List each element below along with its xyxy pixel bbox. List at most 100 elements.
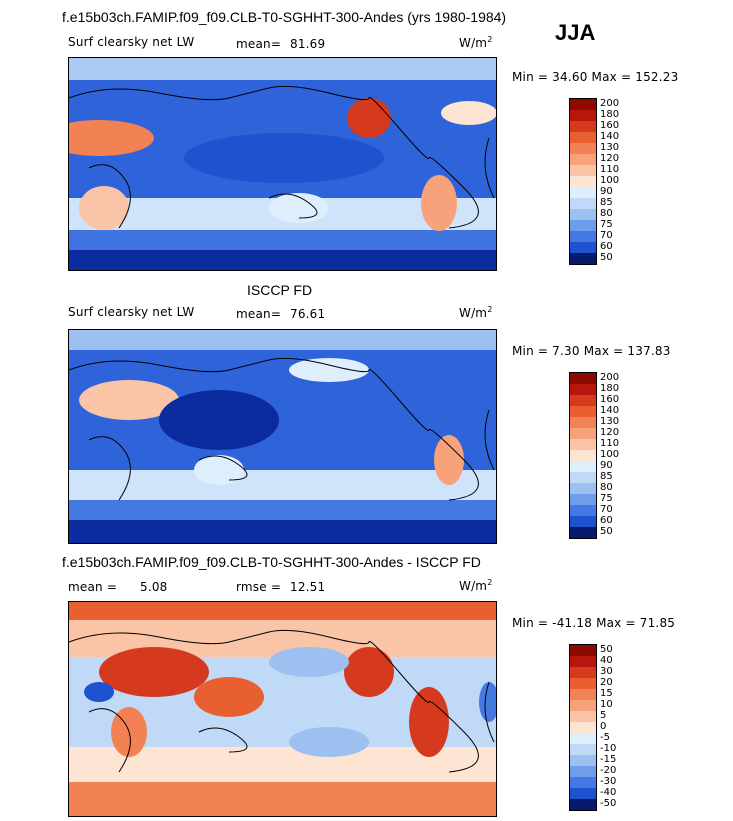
panel1-map: [68, 57, 497, 271]
panel2-colorbar-swatch: [570, 461, 596, 472]
panel1-colorbar-swatch: [570, 121, 596, 132]
panel1-tick: 130: [600, 142, 620, 153]
panel2-colorbar-swatch: [570, 428, 596, 439]
panel3-colorbar-swatch: [570, 788, 596, 799]
panel2-colorbar-swatch: [570, 472, 596, 483]
panel1-tick: 85: [600, 197, 613, 208]
panel3-tick: -30: [600, 776, 617, 787]
panel2-tick: 120: [600, 427, 620, 438]
panel1-mean-label: mean=: [236, 37, 282, 51]
panel2-colorbar-swatch: [570, 483, 596, 494]
panel3-colorbar: [569, 644, 597, 811]
panel1-colorbar-swatch: [570, 110, 596, 121]
panel1-colorbar-swatch: [570, 242, 596, 253]
panel3-colorbar-swatch: [570, 689, 596, 700]
panel2-tick: 75: [600, 493, 613, 504]
panel2-colorbar-swatch: [570, 417, 596, 428]
panel1-tick: 90: [600, 186, 613, 197]
panel3-tick: 20: [600, 677, 613, 688]
panel3-rmse-value: 12.51: [290, 580, 326, 594]
panel1-mean-value: 81.69: [290, 37, 326, 51]
panel1-tick: 180: [600, 109, 620, 120]
panel2-tick: 180: [600, 383, 620, 394]
panel3-tick: -15: [600, 754, 617, 765]
panel3-tick: 0: [600, 721, 607, 732]
panel1-tick: 110: [600, 164, 620, 175]
panel1-tick: 60: [600, 241, 613, 252]
panel2-title: ISCCP FD: [247, 282, 313, 298]
panel3-map: [68, 601, 497, 817]
panel3-map-image: [69, 602, 496, 816]
panel2-map-image: [69, 330, 496, 543]
panel2-tick: 140: [600, 405, 620, 416]
panel2-colorbar-swatch: [570, 527, 596, 538]
panel3-colorbar-swatch: [570, 667, 596, 678]
panel3-colorbar-swatch: [570, 766, 596, 777]
panel3-colorbar-swatch: [570, 700, 596, 711]
panel3-tick: 50: [600, 644, 613, 655]
panel3-colorbar-swatch: [570, 711, 596, 722]
panel1-tick: 100: [600, 175, 620, 186]
panel2-tick: 80: [600, 482, 613, 493]
panel1-map-image: [69, 58, 496, 270]
panel3-title: f.e15b03ch.FAMIP.f09_f09.CLB-T0-SGHHT-30…: [62, 554, 481, 570]
panel2-tick: 160: [600, 394, 620, 405]
panel1-colorbar-swatch: [570, 187, 596, 198]
panel1-colorbar-swatch: [570, 176, 596, 187]
panel2-colorbar-swatch: [570, 494, 596, 505]
panel2-colorbar-swatch: [570, 516, 596, 527]
panel2-colorbar-swatch: [570, 373, 596, 384]
panel2-colorbar-swatch: [570, 384, 596, 395]
panel2-minmax: Min = 7.30 Max = 137.83: [512, 344, 671, 358]
panel1-units: W/m2: [459, 35, 493, 50]
panel3-colorbar-swatch: [570, 656, 596, 667]
panel3-colorbar-swatch: [570, 744, 596, 755]
panel1-tick: 200: [600, 98, 620, 109]
panel3-mean-value: 5.08: [140, 580, 168, 594]
panel3-colorbar-swatch: [570, 799, 596, 810]
panel3-colorbar-swatch: [570, 645, 596, 656]
panel1-tick: 80: [600, 208, 613, 219]
panel2-colorbar-swatch: [570, 439, 596, 450]
panel2-tick: 70: [600, 504, 613, 515]
panel3-colorbar-swatch: [570, 678, 596, 689]
panel3-mean-label: mean =: [68, 580, 118, 594]
panel2-map: [68, 329, 497, 544]
panel1-colorbar-swatch: [570, 209, 596, 220]
panel2-mean-label: mean=: [236, 307, 282, 321]
panel2-colorbar: [569, 372, 597, 539]
panel3-units: W/m2: [459, 578, 493, 593]
panel2-tick: 50: [600, 526, 613, 537]
panel3-rmse-label: rmse =: [236, 580, 282, 594]
panel3-tick: -10: [600, 743, 617, 754]
season-label: JJA: [555, 20, 596, 45]
panel2-mean-value: 76.61: [290, 307, 326, 321]
panel1-colorbar-swatch: [570, 99, 596, 110]
panel1-colorbar-swatch: [570, 154, 596, 165]
panel1-colorbar-swatch: [570, 198, 596, 209]
panel2-tick: 200: [600, 372, 620, 383]
panel1-tick: 140: [600, 131, 620, 142]
panel1-colorbar-swatch: [570, 132, 596, 143]
panel1-tick: 120: [600, 153, 620, 164]
panel1-colorbar-swatch: [570, 231, 596, 242]
panel1-minmax: Min = 34.60 Max = 152.23: [512, 70, 679, 84]
panel1-tick: 160: [600, 120, 620, 131]
panel2-variable: Surf clearsky net LW: [68, 305, 195, 319]
panel3-colorbar-swatch: [570, 777, 596, 788]
panel2-colorbar-swatch: [570, 505, 596, 516]
panel3-tick: -20: [600, 765, 617, 776]
panel2-tick: 85: [600, 471, 613, 482]
panel3-colorbar-swatch: [570, 755, 596, 766]
panel1-variable: Surf clearsky net LW: [68, 35, 195, 49]
panel3-tick: -40: [600, 787, 617, 798]
panel3-tick: -5: [600, 732, 610, 743]
panel1-colorbar-swatch: [570, 165, 596, 176]
panel1-colorbar-swatch: [570, 220, 596, 231]
panel2-colorbar-swatch: [570, 395, 596, 406]
panel2-colorbar-swatch: [570, 450, 596, 461]
panel3-colorbar-swatch: [570, 733, 596, 744]
panel3-tick: 10: [600, 699, 613, 710]
panel2-tick: 130: [600, 416, 620, 427]
panel3-minmax: Min = -41.18 Max = 71.85: [512, 616, 676, 630]
